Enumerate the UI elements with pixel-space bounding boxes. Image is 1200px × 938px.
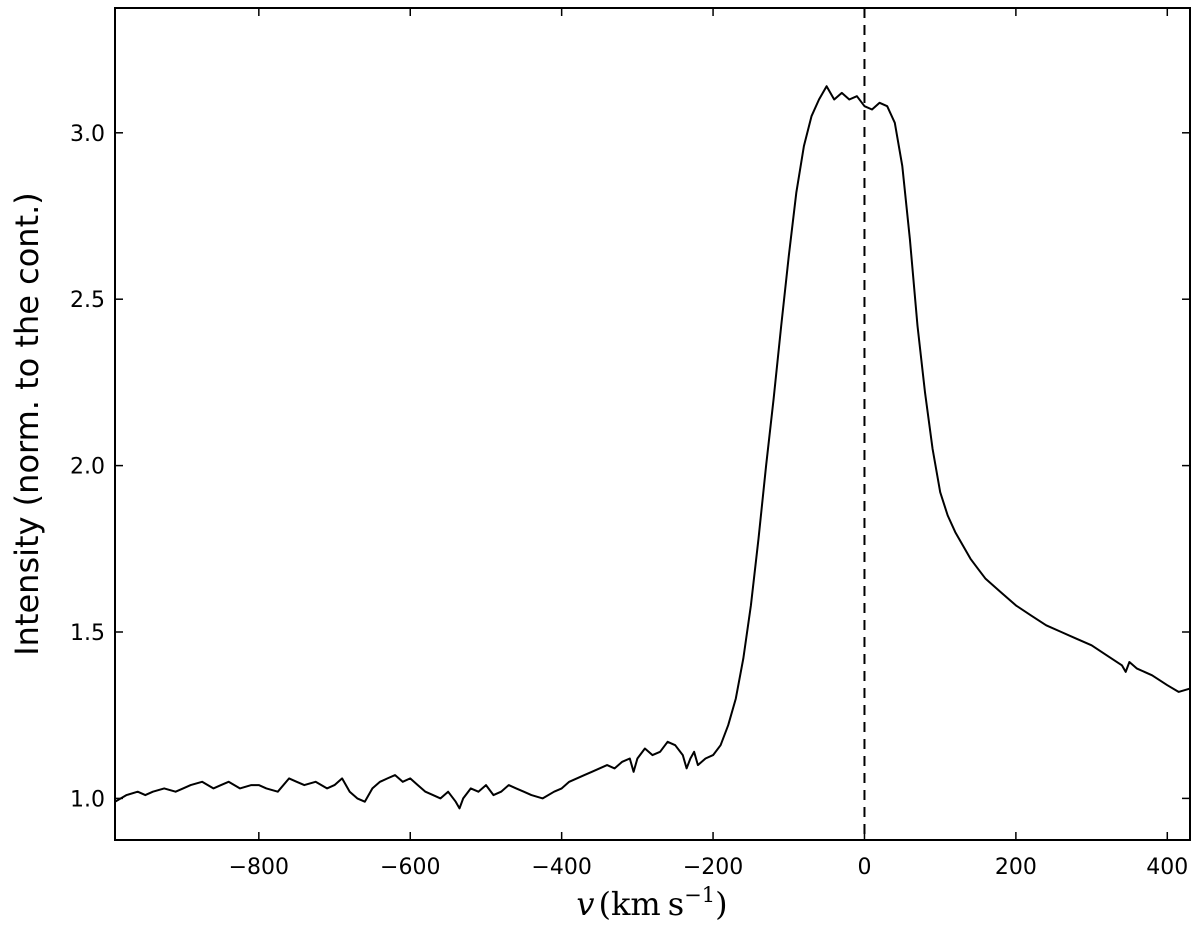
y-axis-label: Intensity (norm. to the cont.)	[8, 192, 46, 656]
y-tick-label: 2.0	[70, 455, 105, 480]
x-axis-label-exp: −1	[684, 883, 715, 907]
x-axis-label-close: )	[715, 885, 727, 923]
x-axis-label-km: km	[611, 885, 661, 923]
plot-area	[114, 8, 1191, 840]
axes-frame	[114, 7, 1191, 841]
x-tick-label: 200	[995, 855, 1037, 880]
x-tick-label: −400	[531, 855, 591, 880]
x-axis-ticks: −800 −600 −400 −200 0 200 400	[229, 8, 1188, 880]
x-tick-label: 0	[857, 855, 871, 880]
y-tick-label: 1.0	[70, 787, 105, 812]
y-tick-label: 1.5	[70, 621, 105, 646]
x-tick-label: −200	[683, 855, 743, 880]
x-tick-label: −600	[380, 855, 440, 880]
series-line-intensity	[114, 85, 1191, 810]
y-axis-ticks: 1.0 1.5 2.0 2.5 3.0	[70, 122, 1190, 812]
y-tick-label: 2.5	[70, 288, 105, 313]
x-axis-label-var: v	[576, 885, 594, 923]
x-axis-label-open: (	[598, 885, 610, 923]
x-axis-label-s: s	[668, 885, 684, 923]
x-tick-label: −800	[229, 855, 289, 880]
x-axis-label: v (km s−1)	[576, 883, 727, 923]
y-tick-label: 3.0	[70, 122, 105, 147]
x-tick-label: 400	[1146, 855, 1188, 880]
